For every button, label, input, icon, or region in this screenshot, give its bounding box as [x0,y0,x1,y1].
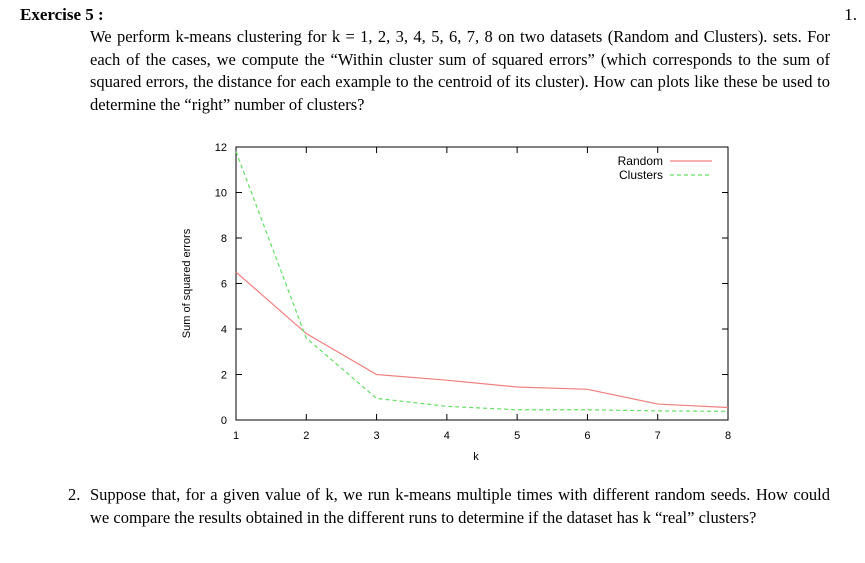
series-line-random [235,271,729,409]
question-1-text: We perform k-means clustering for k = 1,… [90,27,830,114]
x-tick-label: 6 [584,430,590,442]
exercise-title: Exercise 5 : [20,5,104,24]
y-tick-label: 0 [221,415,227,427]
x-tick-label: 4 [444,430,450,442]
y-tick-label: 8 [221,233,227,245]
x-tick-label: 7 [655,430,661,442]
x-tick-label: 8 [725,430,731,442]
x-axis-label: k [473,451,479,463]
y-axis-label: Sum of squared errors [181,228,193,338]
x-tick-label: 1 [233,430,239,442]
question-2-number: 2. [68,485,81,504]
legend-label-clusters: Clusters [619,168,663,182]
legend-label-random: Random [618,154,663,168]
page-number: 1. [844,5,857,24]
y-tick-label: 10 [215,188,227,200]
y-tick-label: 6 [221,279,227,291]
series-line-clusters [235,151,729,412]
y-tick-label: 12 [215,142,227,154]
y-tick-label: 2 [221,370,227,382]
x-tick-label: 2 [303,430,309,442]
question-2-text: Suppose that, for a given value of k, we… [90,485,830,527]
x-tick-label: 3 [374,430,380,442]
x-tick-label: 5 [514,430,520,442]
y-tick-label: 4 [221,324,227,336]
plot-frame [235,146,729,421]
